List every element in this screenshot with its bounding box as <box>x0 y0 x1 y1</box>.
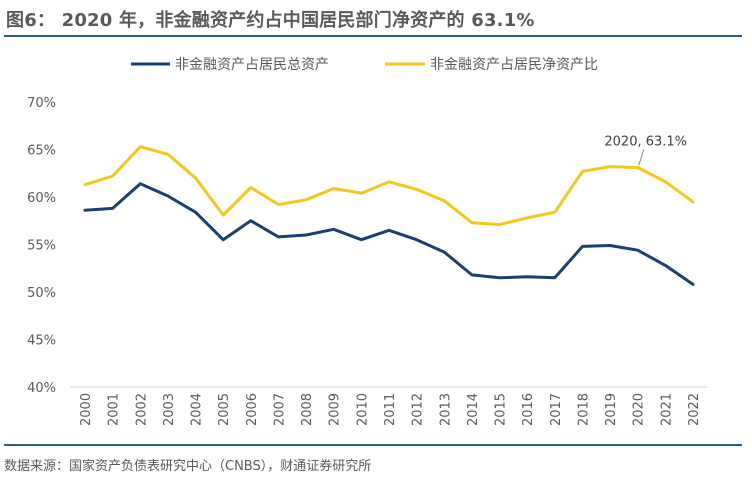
x-tick-label: 2021 <box>659 393 674 426</box>
series-group <box>83 145 695 286</box>
y-axis: 40% 45% 50% 55% 60% 65% 70% <box>27 96 56 396</box>
chart-title: 图6： 2020 年，非金融资产约占中国居民部门净资产的 63.1% <box>6 10 535 31</box>
x-tick-label: 2019 <box>604 393 619 426</box>
series-line-net-assets <box>83 145 695 226</box>
y-tick-label: 65% <box>27 144 56 159</box>
x-tick-label: 2017 <box>549 393 564 426</box>
line-chart: 非金融资产占居民总资产 非金融资产占居民净资产比 40% 45% 50% 55% 60%… <box>27 57 707 426</box>
y-tick-label: 45% <box>27 334 56 349</box>
x-tick-label: 2010 <box>355 393 370 426</box>
legend-label-total-assets: 非金融资产占居民总资产 <box>175 57 329 73</box>
y-tick-label: 70% <box>27 96 56 111</box>
x-axis: 2000 2001 2002 2003 2004 2005 2006 2007 2008 2009… <box>70 386 707 426</box>
x-tick-label: 2015 <box>494 393 509 426</box>
legend: 非金融资产占居民总资产 非金融资产占居民净资产比 <box>131 57 598 73</box>
x-tick-label: 2018 <box>576 393 591 426</box>
x-tick-label: 2020 <box>632 393 647 426</box>
x-tick-label: 2002 <box>134 393 149 426</box>
x-tick-label: 2001 <box>107 393 122 426</box>
x-tick-label: 2000 <box>79 393 94 426</box>
x-tick-label: 2011 <box>383 393 398 426</box>
x-tick-label: 2007 <box>272 393 287 426</box>
x-tick-label: 2022 <box>687 393 702 426</box>
annotation-leader <box>638 149 645 166</box>
x-tick-label: 2013 <box>438 393 453 426</box>
x-tick-label: 2003 <box>162 393 177 426</box>
annotation-label: 2020, 63.1% <box>604 135 687 150</box>
x-tick-label: 2006 <box>245 393 260 426</box>
x-tick-label: 2016 <box>521 393 536 426</box>
annotations: 2020, 63.1% <box>604 135 687 166</box>
series-line-total-assets <box>83 182 695 286</box>
top-rule <box>4 35 742 37</box>
x-tick-label: 2004 <box>190 393 205 426</box>
x-tick-label: 2009 <box>328 393 343 426</box>
y-tick-label: 40% <box>27 381 56 396</box>
x-tick-label: 2005 <box>217 393 232 426</box>
x-tick-label: 2014 <box>466 393 481 426</box>
x-tick-label: 2012 <box>411 393 426 426</box>
bottom-rule <box>4 444 742 446</box>
y-tick-label: 60% <box>27 191 56 206</box>
y-tick-label: 50% <box>27 286 56 301</box>
x-tick-label: 2008 <box>300 393 315 426</box>
legend-label-net-assets: 非金融资产占居民净资产比 <box>430 57 598 73</box>
source-note: 数据来源：国家资产负债表研究中心（CNBS），财通证券研究所 <box>4 459 372 474</box>
y-tick-label: 55% <box>27 239 56 254</box>
